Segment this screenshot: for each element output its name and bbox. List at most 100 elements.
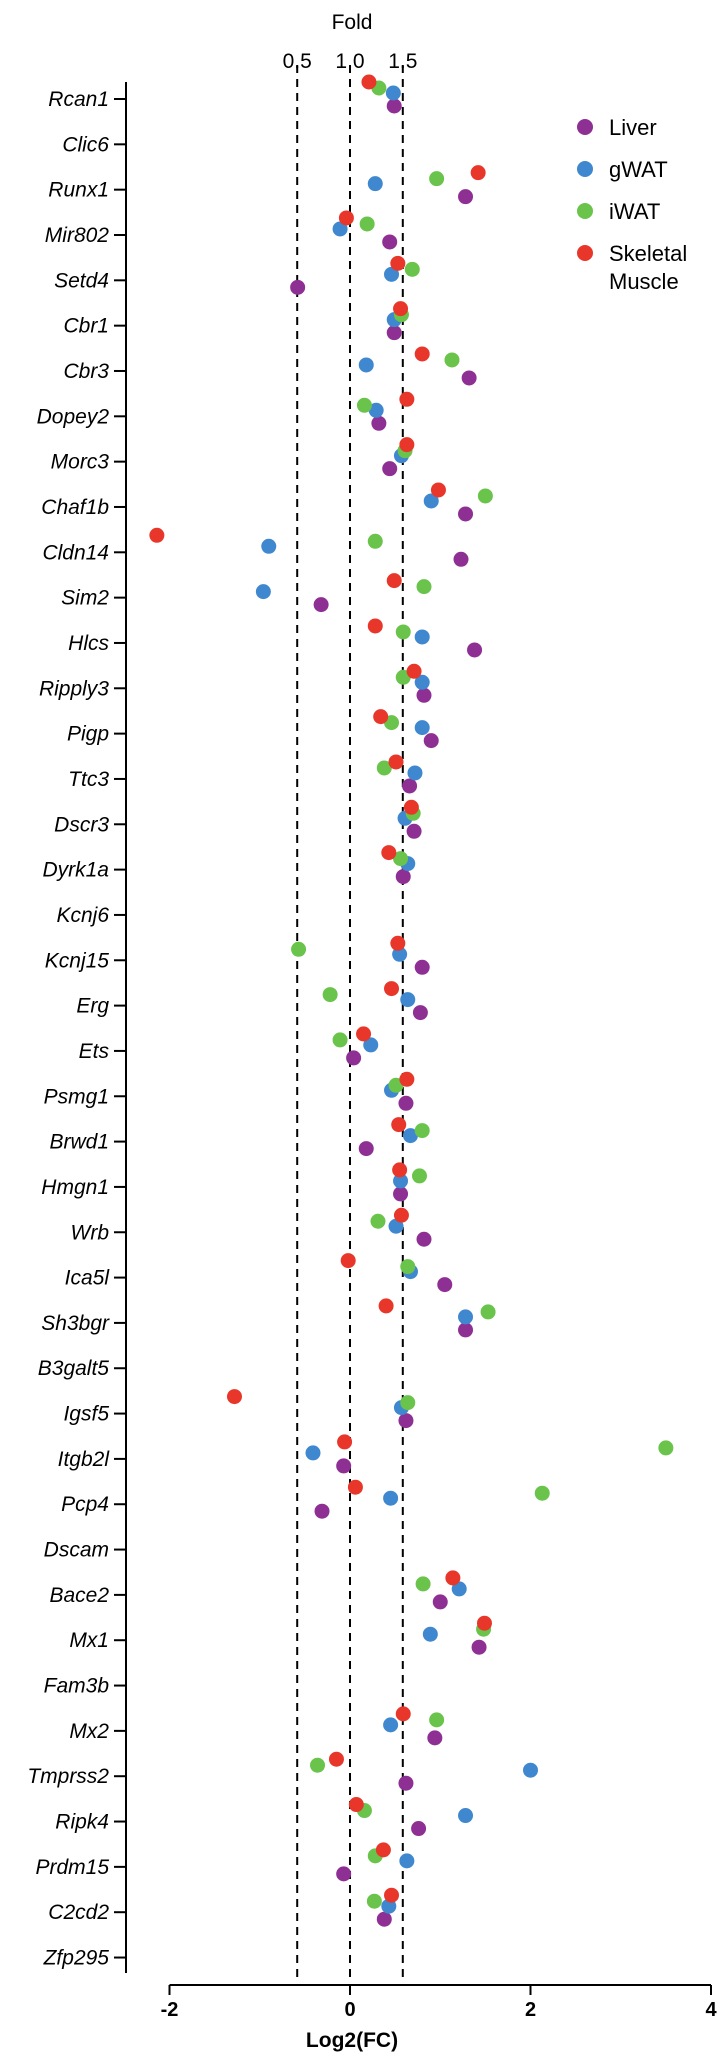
legend: Liver gWAT iWAT Skeletal Muscle [577, 115, 687, 294]
gene-label: Igsf5 [63, 1403, 109, 1426]
gene-label: Kcnj6 [56, 904, 109, 927]
data-point-gwat [414, 720, 430, 736]
data-point-skeletal-muscle [476, 1615, 492, 1631]
data-point-iwat [534, 1485, 550, 1501]
gene-label: Ripply3 [39, 677, 109, 700]
gene-label: Cbr3 [63, 360, 109, 383]
gene-label: Mir802 [45, 224, 110, 247]
gene-label: Mx1 [69, 1629, 109, 1652]
data-point-skeletal-muscle [390, 935, 406, 951]
data-point-skeletal-muscle [395, 1706, 411, 1722]
data-point-gwat [400, 992, 416, 1008]
top-axis-title: Fold [332, 11, 373, 34]
gene-label: Erg [76, 995, 109, 1018]
data-point-iwat [480, 1304, 496, 1320]
data-point-liver [346, 1050, 362, 1066]
data-point-liver [290, 279, 306, 295]
data-point-skeletal-muscle [399, 391, 415, 407]
data-point-gwat [384, 266, 400, 282]
data-point-iwat [395, 624, 411, 640]
data-point-skeletal-muscle [430, 482, 446, 498]
data-point-liver [437, 1277, 453, 1293]
gene-label: Zfp295 [43, 1947, 110, 1970]
data-point-iwat [429, 1712, 445, 1728]
data-point-gwat [332, 221, 348, 237]
data-point-skeletal-muscle [347, 1479, 363, 1495]
data-point-iwat [370, 1213, 386, 1229]
data-point-gwat [383, 1490, 399, 1506]
data-point-liver [393, 1186, 409, 1202]
data-point-liver [314, 1503, 330, 1519]
gene-label: Runx1 [48, 179, 109, 202]
data-point-skeletal-muscle [361, 74, 377, 90]
gene-label: Clic6 [62, 133, 109, 156]
data-point-skeletal-muscle [226, 1389, 242, 1405]
data-point-liver [376, 1911, 392, 1927]
gene-label: Bace2 [49, 1584, 109, 1607]
data-point-iwat [359, 216, 375, 232]
data-point-skeletal-muscle [403, 799, 419, 815]
legend-label: Skeletal Muscle [609, 241, 687, 294]
data-point-liver [416, 687, 432, 703]
data-point-iwat [658, 1440, 674, 1456]
legend-marker [577, 119, 593, 135]
x-axis-ticks: -2 0 2 4 [161, 1985, 717, 2021]
data-point-gwat [261, 538, 277, 554]
data-point-skeletal-muscle [338, 210, 354, 226]
data-point-iwat [477, 488, 493, 504]
data-point-skeletal-muscle [384, 981, 400, 997]
data-point-gwat [458, 1808, 474, 1824]
legend-label: Liver [609, 115, 657, 140]
gene-label: Cldn14 [42, 541, 109, 564]
data-point-iwat [332, 1032, 348, 1048]
legend-marker [577, 161, 593, 177]
gene-label: Rcan1 [48, 88, 109, 111]
data-point-liver [336, 1458, 352, 1474]
gene-label: Sim2 [61, 587, 109, 610]
data-point-skeletal-muscle [384, 1887, 400, 1903]
data-point-liver [432, 1594, 448, 1610]
data-point-skeletal-muscle [340, 1253, 356, 1269]
data-point-skeletal-muscle [373, 709, 389, 725]
data-point-gwat [423, 493, 439, 509]
data-point-skeletal-muscle [392, 1162, 408, 1178]
gene-label: C2cd2 [48, 1901, 109, 1924]
gene-label: Pcp4 [61, 1493, 109, 1516]
gene-label: Ttc3 [68, 768, 109, 791]
x-tick-label: 2 [525, 1999, 536, 2021]
data-point-gwat [255, 584, 271, 600]
data-point-gwat [458, 1309, 474, 1325]
top-axis-ticks: 0.5 1.0 1.5 [283, 50, 418, 73]
gene-label: Morc3 [51, 451, 110, 474]
data-point-iwat [356, 397, 372, 413]
gene-label: Ets [79, 1040, 110, 1063]
data-point-skeletal-muscle [149, 527, 165, 543]
data-point-iwat [411, 1168, 427, 1184]
data-point-skeletal-muscle [348, 1797, 364, 1813]
data-point-skeletal-muscle [470, 165, 486, 181]
data-point-iwat [376, 760, 392, 776]
data-point-skeletal-muscle [356, 1026, 372, 1042]
gene-label: Mx2 [69, 1720, 109, 1743]
data-point-iwat [444, 352, 460, 368]
data-point-skeletal-muscle [445, 1570, 461, 1586]
data-point-gwat [368, 402, 384, 418]
data-point-skeletal-muscle [378, 1298, 394, 1314]
legend-label: iWAT [609, 199, 660, 224]
data-point-iwat [416, 579, 432, 595]
data-points [149, 74, 674, 1927]
data-point-skeletal-muscle [399, 437, 415, 453]
gene-label: Hlcs [68, 632, 109, 655]
data-point-liver [412, 1005, 428, 1021]
data-point-skeletal-muscle [337, 1434, 353, 1450]
gene-label: Setd4 [54, 269, 109, 292]
data-point-liver [467, 642, 483, 658]
data-point-iwat [400, 1395, 416, 1411]
data-point-liver [427, 1730, 443, 1746]
gene-label: Dyrk1a [42, 859, 109, 882]
data-point-iwat [366, 1893, 382, 1909]
data-point-skeletal-muscle [406, 663, 422, 679]
data-point-liver [398, 1095, 414, 1111]
data-point-liver [358, 1141, 374, 1157]
